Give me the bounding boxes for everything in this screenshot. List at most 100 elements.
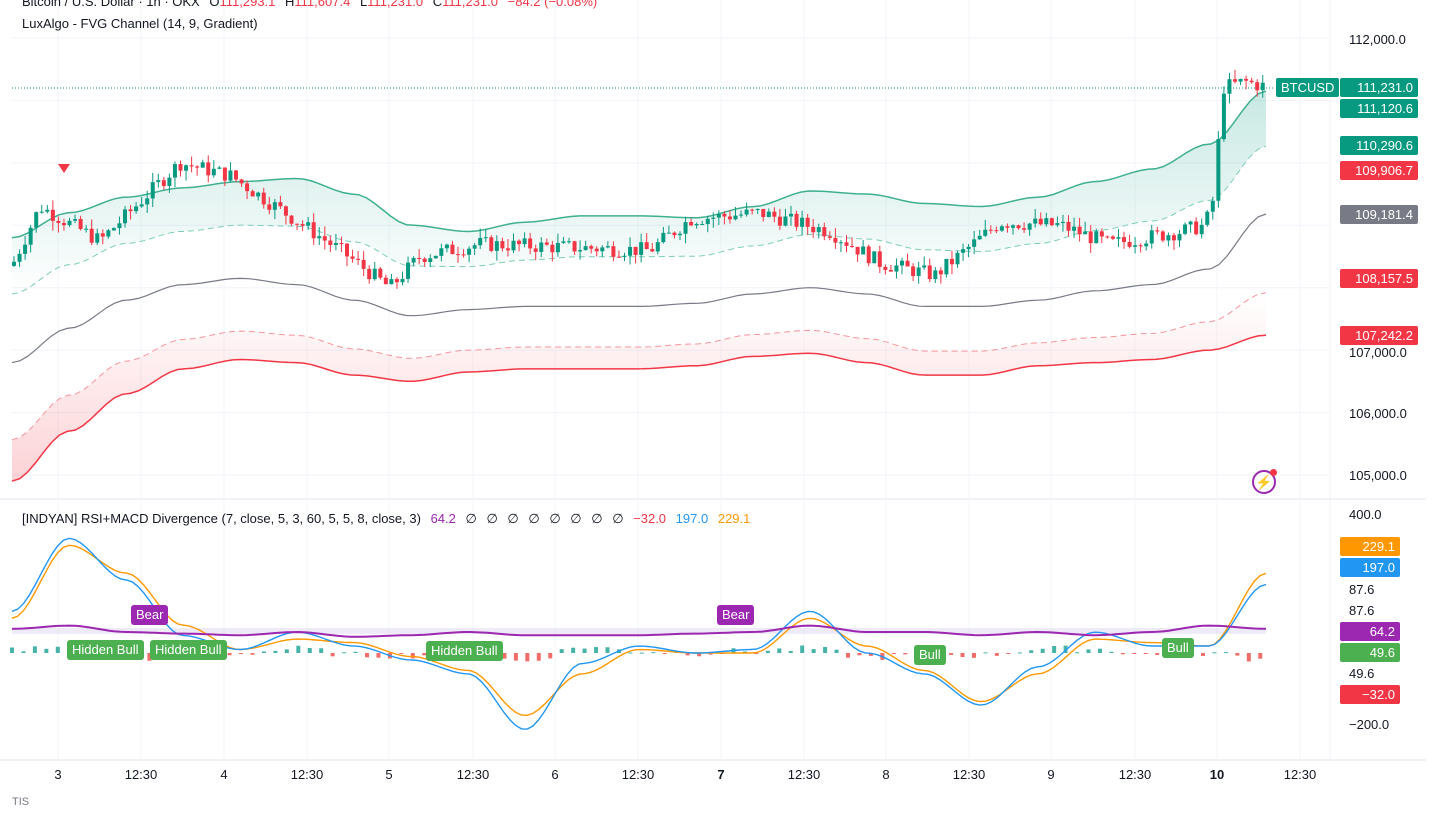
candle-body bbox=[977, 235, 982, 240]
candle-body bbox=[283, 206, 288, 216]
candle-body bbox=[539, 242, 544, 252]
candle-body bbox=[999, 226, 1004, 231]
histogram-bar bbox=[903, 653, 908, 655]
candle-body bbox=[217, 167, 222, 169]
price-badge[interactable]: 108,157.5 bbox=[1340, 269, 1418, 288]
candle-body bbox=[494, 241, 499, 251]
candle-body bbox=[1260, 82, 1265, 91]
time-label[interactable]: 12:30 bbox=[952, 767, 986, 782]
histogram-bar bbox=[1063, 645, 1068, 653]
candle-body bbox=[450, 244, 455, 255]
indicator-title[interactable]: LuxAlgo - FVG Channel (14, 9, Gradient) bbox=[22, 16, 258, 31]
osc-title[interactable]: [INDYAN] RSI+MACD Divergence (7, close, … bbox=[22, 511, 421, 526]
histogram-bar bbox=[147, 653, 152, 661]
ohlc-open-label: O bbox=[209, 0, 220, 9]
price-tick[interactable]: 107,000.0 bbox=[1349, 345, 1407, 360]
candle-body bbox=[844, 242, 849, 246]
time-label[interactable]: 12:30 bbox=[621, 767, 655, 782]
osc-empty-value: ∅ bbox=[528, 511, 540, 526]
candle-body bbox=[605, 246, 610, 248]
time-label[interactable]: 3 bbox=[54, 767, 62, 782]
osc-tick[interactable]: 87.6 bbox=[1349, 582, 1375, 597]
time-label[interactable]: 12:30 bbox=[124, 767, 158, 782]
candle-body bbox=[1060, 221, 1065, 224]
osc-hist-value: −32.0 bbox=[633, 511, 667, 526]
symbol-badge[interactable]: BTCUSD bbox=[1276, 78, 1340, 97]
candle-body bbox=[761, 208, 766, 218]
price-badge[interactable]: 111,120.6 bbox=[1340, 99, 1418, 118]
osc-tick[interactable]: 400.0 bbox=[1349, 507, 1382, 522]
osc-tick[interactable]: 49.6 bbox=[1349, 666, 1375, 681]
candle-body bbox=[306, 222, 311, 226]
price-badge[interactable]: 107,242.2 bbox=[1340, 326, 1418, 345]
candle-body bbox=[234, 170, 238, 180]
candle-body bbox=[1033, 218, 1038, 224]
candle-body bbox=[156, 180, 161, 183]
osc-tick[interactable]: 87.6 bbox=[1349, 603, 1375, 618]
osc-tick[interactable]: −200.0 bbox=[1349, 717, 1390, 732]
time-label[interactable]: 8 bbox=[882, 767, 890, 782]
candle-body bbox=[67, 220, 72, 226]
ohlc-close-label: C bbox=[432, 0, 443, 9]
time-label[interactable]: 5 bbox=[385, 767, 393, 782]
candle-body bbox=[888, 269, 893, 272]
last-price-badge[interactable]: 111,231.0 bbox=[1340, 78, 1418, 97]
candle-body bbox=[1011, 225, 1015, 228]
histogram-bar bbox=[1040, 648, 1045, 653]
time-label[interactable]: 7 bbox=[717, 767, 725, 782]
candle-body bbox=[28, 227, 33, 245]
time-label[interactable]: 12:30 bbox=[456, 767, 490, 782]
indicator-legend-rsi-macd[interactable]: [INDYAN] RSI+MACD Divergence (7, close, … bbox=[22, 511, 756, 527]
histogram-bar bbox=[1109, 651, 1114, 653]
candle-body bbox=[628, 246, 633, 256]
osc-rsi-value: 64.2 bbox=[430, 511, 456, 526]
price-tick[interactable]: 112,000.0 bbox=[1349, 32, 1406, 47]
candle-body bbox=[267, 204, 272, 210]
candle-body bbox=[150, 182, 155, 199]
price-tick[interactable]: 105,000.0 bbox=[1349, 468, 1407, 483]
osc-badge-signal[interactable]: 229.1 bbox=[1340, 537, 1400, 556]
candle-body bbox=[372, 268, 377, 280]
histogram-bar bbox=[823, 646, 828, 653]
time-label[interactable]: 12:30 bbox=[290, 767, 324, 782]
osc-badge-rsi[interactable]: 64.2 bbox=[1340, 622, 1400, 641]
candle-body bbox=[827, 236, 832, 238]
indicator-legend-fvg[interactable]: LuxAlgo - FVG Channel (14, 9, Gradient) bbox=[22, 16, 264, 31]
candle-body bbox=[378, 268, 383, 278]
candle-body bbox=[1244, 78, 1249, 81]
osc-badge-hist[interactable]: −32.0 bbox=[1340, 685, 1400, 704]
candle-body bbox=[23, 244, 28, 254]
price-badge[interactable]: 110,290.6 bbox=[1340, 136, 1418, 155]
histogram-bar bbox=[788, 650, 793, 653]
symbol-legend[interactable]: Bitcoin / U.S. Dollar · 1h · OKX O111,29… bbox=[22, 0, 603, 9]
price-tick[interactable]: 106,000.0 bbox=[1349, 406, 1407, 421]
price-badge[interactable]: 109,906.7 bbox=[1340, 161, 1418, 180]
symbol-description[interactable]: Bitcoin / U.S. Dollar · 1h · OKX bbox=[22, 0, 200, 9]
osc-badge-level[interactable]: 49.6 bbox=[1340, 643, 1400, 662]
time-label[interactable]: 12:30 bbox=[1118, 767, 1152, 782]
upper-inner-line bbox=[11, 145, 1267, 295]
lightning-icon[interactable]: ⚡ bbox=[1252, 469, 1277, 494]
price-badge[interactable]: 109,181.4 bbox=[1340, 205, 1418, 224]
time-label[interactable]: 12:30 bbox=[1283, 767, 1317, 782]
time-label[interactable]: 6 bbox=[551, 767, 559, 782]
time-label[interactable]: 9 bbox=[1047, 767, 1055, 782]
time-label[interactable]: 4 bbox=[220, 767, 228, 782]
histogram-bar bbox=[273, 650, 278, 653]
histogram-bar bbox=[628, 652, 633, 654]
osc-macd-value: 197.0 bbox=[675, 511, 709, 526]
candle-body bbox=[772, 211, 777, 217]
time-label[interactable]: 12:30 bbox=[787, 767, 821, 782]
osc-badge-macd[interactable]: 197.0 bbox=[1340, 558, 1400, 577]
candle-body bbox=[311, 222, 316, 239]
candle-body bbox=[750, 209, 755, 211]
candle-body bbox=[550, 244, 555, 253]
candle-body bbox=[716, 213, 721, 218]
candle-body bbox=[933, 270, 938, 280]
lower-band-line bbox=[11, 334, 1267, 482]
histogram-bar bbox=[21, 651, 26, 653]
time-label[interactable]: 10 bbox=[1209, 767, 1225, 782]
candle-body bbox=[350, 256, 355, 259]
